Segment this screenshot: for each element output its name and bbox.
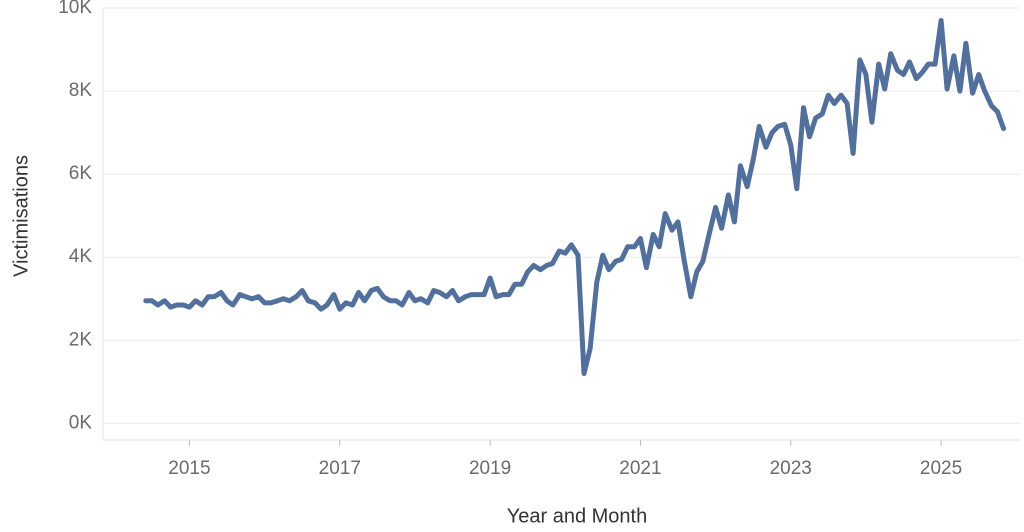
y-tick-label: 6K	[69, 163, 93, 184]
y-tick-label: 0K	[69, 412, 93, 433]
y-tick-label: 4K	[69, 246, 93, 267]
x-tick-label: 2015	[168, 458, 210, 479]
x-tick-label: 2025	[920, 458, 962, 479]
x-axis-title: Year and Month	[507, 505, 647, 527]
y-axis-title: Victimisations	[10, 155, 32, 277]
y-tick-label: 10K	[58, 0, 92, 18]
x-tick-label: 2019	[469, 458, 511, 479]
x-tick-label: 2023	[770, 458, 812, 479]
x-tick-label: 2021	[619, 458, 661, 479]
y-tick-label: 8K	[69, 80, 93, 101]
y-tick-label: 2K	[69, 329, 93, 350]
data-line	[143, 18, 1006, 376]
x-tick-label: 2017	[319, 458, 361, 479]
